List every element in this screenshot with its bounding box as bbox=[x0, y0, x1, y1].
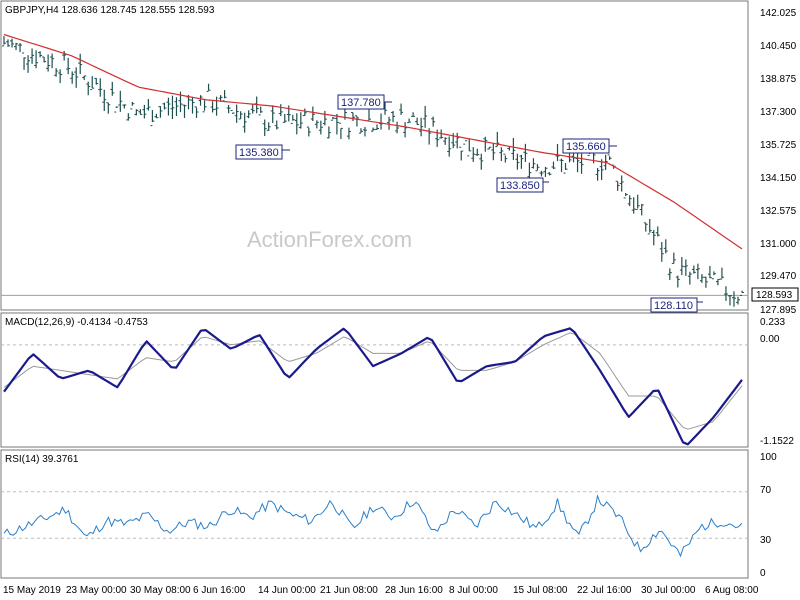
x-tick: 28 Jun 16:00 bbox=[385, 585, 443, 596]
price-y-tick: 140.450 bbox=[760, 41, 797, 52]
annotation-label: 135.660 bbox=[566, 141, 606, 153]
x-tick: 22 Jul 16:00 bbox=[577, 585, 632, 596]
macd-y-tick: 0.233 bbox=[760, 317, 785, 328]
rsi-panel-header: RSI(14) 39.3761 bbox=[5, 454, 79, 465]
price-y-tick: 127.895 bbox=[760, 305, 797, 316]
price-plot bbox=[1, 33, 748, 307]
x-tick: 6 Jun 16:00 bbox=[193, 585, 246, 596]
rsi-panel-frame bbox=[0, 449, 749, 579]
macd-panel-header: MACD(12,26,9) -0.4134 -0.4753 bbox=[5, 317, 148, 328]
price-panel-frame bbox=[0, 0, 749, 311]
rsi-y-tick: 70 bbox=[760, 485, 772, 496]
annotation-box bbox=[650, 297, 698, 313]
price-y-axis: 142.025 140.450 138.875 137.300 135.725 … bbox=[760, 8, 797, 316]
price-y-tick: 134.150 bbox=[760, 173, 797, 184]
macd-y-tick: 0.00 bbox=[760, 334, 780, 345]
macd-y-tick: -1.1522 bbox=[760, 436, 794, 447]
x-tick: 21 Jun 08:00 bbox=[320, 585, 378, 596]
price-y-tick: 129.470 bbox=[760, 271, 797, 282]
rsi-line bbox=[3, 494, 743, 558]
rsi-y-tick: 0 bbox=[760, 568, 766, 579]
price-y-tick: 137.300 bbox=[760, 107, 797, 118]
x-tick: 6 Aug 08:00 bbox=[705, 585, 759, 596]
x-tick: 15 Jul 08:00 bbox=[513, 585, 568, 596]
price-y-tick: 138.875 bbox=[760, 74, 797, 85]
annotation-box bbox=[235, 144, 283, 160]
macd-panel-frame bbox=[0, 312, 749, 448]
x-tick: 15 May 2019 bbox=[3, 585, 61, 596]
rsi-plot bbox=[1, 491, 748, 558]
x-tick: 8 Jul 00:00 bbox=[449, 585, 498, 596]
macd-line bbox=[3, 327, 743, 446]
price-y-tick: 132.575 bbox=[760, 206, 797, 217]
annotation-label: 128.110 bbox=[654, 300, 693, 312]
rsi-y-tick: 100 bbox=[760, 452, 777, 463]
annotation-box bbox=[496, 177, 544, 193]
x-tick: 30 Jul 00:00 bbox=[641, 585, 696, 596]
moving-average-line bbox=[3, 33, 743, 250]
annotation-label: 135.380 bbox=[239, 147, 279, 159]
annotation-label: 133.850 bbox=[500, 180, 540, 192]
macd-plot bbox=[1, 327, 748, 446]
annotation-label: 137.780 bbox=[341, 97, 381, 109]
price-y-tick: 131.000 bbox=[760, 239, 797, 250]
rsi-y-tick: 30 bbox=[760, 535, 772, 546]
price-panel-header: GBPJPY,H4 128.636 128.745 128.555 128.59… bbox=[5, 5, 215, 16]
x-tick: 14 Jun 00:00 bbox=[258, 585, 316, 596]
x-tick: 30 May 08:00 bbox=[130, 585, 191, 596]
watermark: ActionForex.com bbox=[247, 227, 412, 252]
price-y-tick: 142.025 bbox=[760, 8, 797, 19]
x-tick: 23 May 00:00 bbox=[66, 585, 127, 596]
last-price-box bbox=[751, 287, 799, 302]
annotations: 137.780 135.380 135.660 133.850 128.110 bbox=[235, 94, 703, 313]
x-axis: 15 May 2019 23 May 00:00 30 May 08:00 6 … bbox=[3, 585, 759, 596]
price-y-tick: 135.725 bbox=[760, 140, 797, 151]
last-price-label: 128.593 bbox=[756, 290, 793, 301]
